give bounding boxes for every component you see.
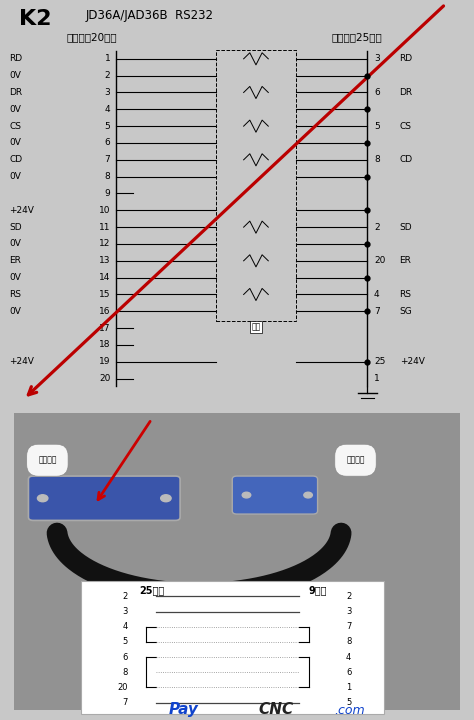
Text: CD: CD [9,156,23,164]
Text: 4: 4 [105,105,110,114]
Text: 屏蔽: 屏蔽 [251,323,261,332]
Text: 25: 25 [374,357,385,366]
FancyBboxPatch shape [232,476,318,514]
Text: RS: RS [400,290,411,299]
Text: 8: 8 [346,637,351,647]
Text: 7: 7 [123,698,128,707]
Text: ER: ER [400,256,411,265]
Text: 20: 20 [118,683,128,692]
Text: 10: 10 [99,206,110,215]
Text: 9: 9 [105,189,110,198]
Text: 6: 6 [105,138,110,148]
Text: +24V: +24V [400,357,424,366]
Text: 20: 20 [374,256,385,265]
Text: 5: 5 [346,698,351,707]
Text: 4: 4 [123,622,128,631]
Text: 6: 6 [346,667,351,677]
Text: 0V: 0V [9,307,21,316]
Text: 0V: 0V [9,71,21,80]
Text: 1: 1 [374,374,380,383]
Text: 5: 5 [105,122,110,130]
Text: 机床侧（25芯）: 机床侧（25芯） [332,32,383,42]
Text: SG: SG [400,307,412,316]
Text: 6: 6 [123,652,128,662]
Circle shape [242,492,251,498]
Text: +24V: +24V [9,357,34,366]
Text: 1: 1 [105,54,110,63]
Text: 0V: 0V [9,138,21,148]
Text: 19: 19 [99,357,110,366]
Text: 9孔侧: 9孔侧 [308,585,327,595]
FancyBboxPatch shape [14,413,460,711]
Text: 8: 8 [105,172,110,181]
Text: DR: DR [400,88,413,97]
Text: 接电脑侧: 接电脑侧 [346,456,365,464]
Text: 25针侧: 25针侧 [139,585,164,595]
Circle shape [304,492,312,498]
Text: 2: 2 [105,71,110,80]
Text: 16: 16 [99,307,110,316]
Text: 0V: 0V [9,273,21,282]
Circle shape [161,495,171,502]
Text: 1: 1 [346,683,351,692]
Text: 2: 2 [346,592,351,601]
Text: CNC: CNC [258,703,293,717]
Text: RD: RD [9,54,23,63]
Text: 17: 17 [99,324,110,333]
Text: SD: SD [400,222,412,232]
FancyBboxPatch shape [81,580,384,714]
Text: 2: 2 [123,592,128,601]
Text: 3: 3 [123,607,128,616]
Text: 18: 18 [99,341,110,349]
FancyBboxPatch shape [28,476,180,521]
Text: 20: 20 [99,374,110,383]
Text: 7: 7 [374,307,380,316]
Text: 3: 3 [105,88,110,97]
Text: 13: 13 [99,256,110,265]
Text: 11: 11 [99,222,110,232]
Text: SD: SD [9,222,22,232]
Text: 3: 3 [346,607,351,616]
Text: RD: RD [400,54,413,63]
Text: 8: 8 [374,156,380,164]
Text: K2: K2 [19,9,52,29]
Text: 12: 12 [99,240,110,248]
Text: RS: RS [9,290,21,299]
Text: 8: 8 [123,667,128,677]
Text: JD36A/JAD36B  RS232: JD36A/JAD36B RS232 [85,9,213,22]
Circle shape [37,495,48,502]
Text: 4: 4 [374,290,380,299]
Text: 4: 4 [346,652,351,662]
Text: 7: 7 [105,156,110,164]
Text: CS: CS [400,122,411,130]
Text: 5: 5 [374,122,380,130]
Text: DR: DR [9,88,23,97]
Text: 14: 14 [99,273,110,282]
Text: 3: 3 [374,54,380,63]
Text: ER: ER [9,256,21,265]
Text: 系统侧（20芯）: 系统侧（20芯） [66,32,117,42]
Text: 7: 7 [346,622,351,631]
Text: CS: CS [9,122,21,130]
Text: 2: 2 [374,222,380,232]
Text: 接机床侧: 接机床侧 [38,456,57,464]
Text: Pay: Pay [168,703,198,717]
Text: 5: 5 [123,637,128,647]
Text: 0V: 0V [9,240,21,248]
Text: CD: CD [400,156,413,164]
Text: 6: 6 [374,88,380,97]
Text: +24V: +24V [9,206,34,215]
Text: 0V: 0V [9,172,21,181]
Text: 0V: 0V [9,105,21,114]
Text: .com: .com [334,704,365,717]
Text: 15: 15 [99,290,110,299]
